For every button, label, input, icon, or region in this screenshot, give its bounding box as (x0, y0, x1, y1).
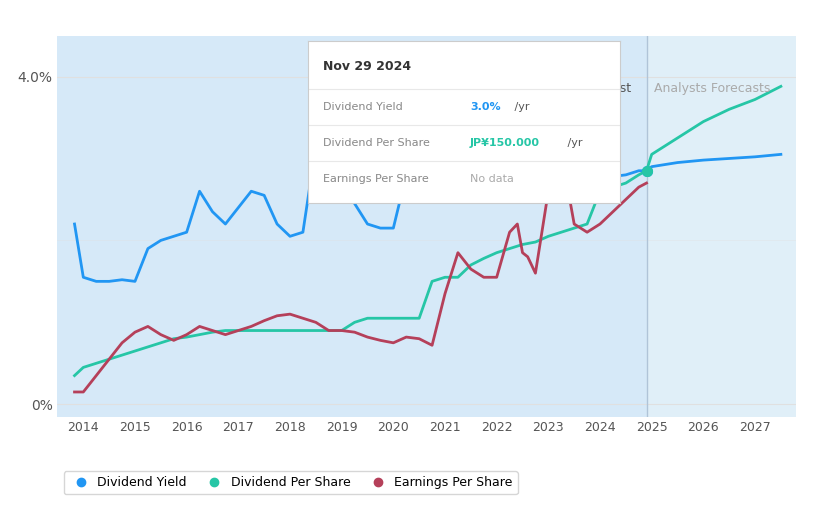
Legend: Dividend Yield, Dividend Per Share, Earnings Per Share: Dividend Yield, Dividend Per Share, Earn… (64, 471, 517, 494)
Text: 3.0%: 3.0% (470, 102, 501, 112)
Text: Dividend Yield: Dividend Yield (323, 102, 403, 112)
Text: JP¥150.000: JP¥150.000 (470, 138, 540, 148)
Text: Nov 29 2024: Nov 29 2024 (323, 60, 411, 73)
Bar (57, 36, 646, 417)
Text: Earnings Per Share: Earnings Per Share (323, 174, 429, 184)
Text: Past: Past (606, 82, 632, 94)
Text: /yr: /yr (511, 102, 530, 112)
Text: /yr: /yr (564, 138, 582, 148)
Text: No data: No data (470, 174, 514, 184)
Text: Dividend Per Share: Dividend Per Share (323, 138, 430, 148)
Bar (646, 36, 796, 417)
Text: Analysts Forecasts: Analysts Forecasts (654, 82, 771, 94)
